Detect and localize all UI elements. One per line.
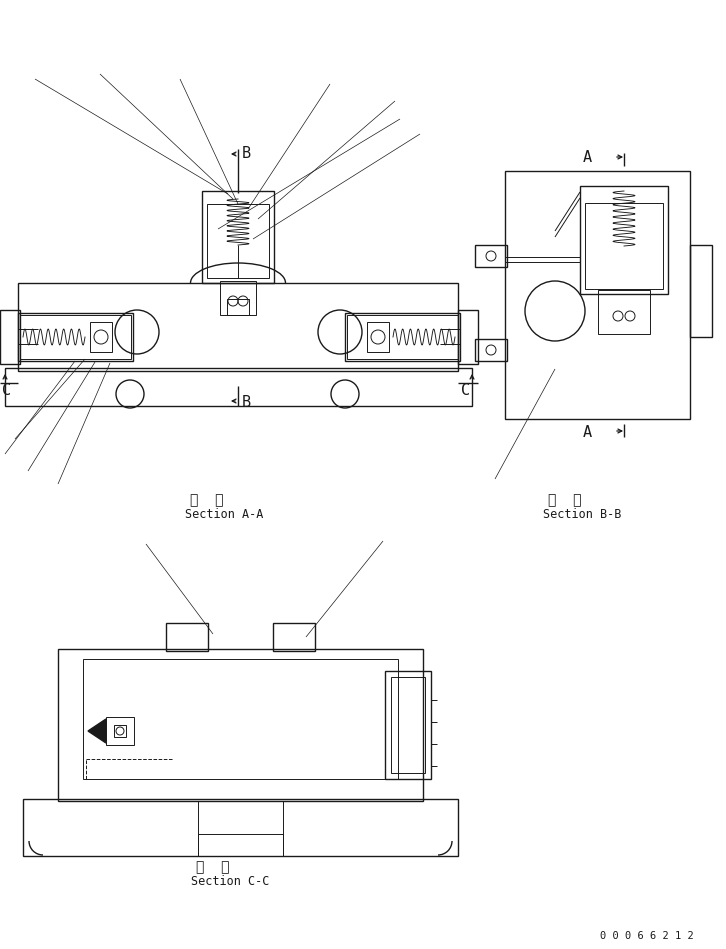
Bar: [690, 245, 712, 337]
Bar: [227, 299, 249, 315]
Bar: [220, 281, 256, 315]
Text: C: C: [461, 383, 470, 398]
Bar: [505, 171, 690, 419]
Bar: [114, 725, 126, 737]
Bar: [0, 310, 20, 364]
Bar: [385, 671, 431, 779]
Bar: [458, 310, 478, 364]
Bar: [391, 677, 425, 773]
Bar: [106, 717, 134, 745]
Bar: [202, 191, 274, 283]
Text: C: C: [2, 383, 11, 398]
Bar: [207, 204, 269, 278]
Bar: [23, 799, 458, 856]
Bar: [198, 834, 283, 856]
Text: Section C-C: Section C-C: [191, 875, 269, 888]
Bar: [5, 368, 472, 406]
Bar: [347, 315, 458, 359]
Text: A: A: [583, 150, 592, 165]
Bar: [273, 623, 315, 651]
Bar: [83, 659, 398, 779]
Text: Section A-A: Section A-A: [185, 508, 264, 521]
Bar: [18, 313, 133, 361]
Bar: [90, 322, 112, 352]
Bar: [345, 313, 460, 361]
Bar: [598, 290, 650, 334]
Text: A: A: [583, 425, 592, 440]
Bar: [475, 245, 507, 267]
Text: B: B: [242, 395, 251, 410]
Text: Section B-B: Section B-B: [543, 508, 621, 521]
Polygon shape: [88, 719, 106, 743]
Bar: [58, 649, 423, 801]
Bar: [475, 339, 507, 361]
Bar: [18, 283, 458, 371]
Bar: [166, 623, 208, 651]
Text: B: B: [242, 146, 251, 161]
Text: 断  面: 断 面: [548, 493, 582, 507]
Text: 断  面: 断 面: [190, 493, 224, 507]
Bar: [585, 203, 663, 289]
Text: 断  面: 断 面: [196, 860, 229, 874]
Bar: [20, 315, 131, 359]
Bar: [367, 322, 389, 352]
Bar: [580, 186, 668, 294]
Text: 0 0 0 6 6 2 1 2: 0 0 0 6 6 2 1 2: [600, 931, 694, 941]
